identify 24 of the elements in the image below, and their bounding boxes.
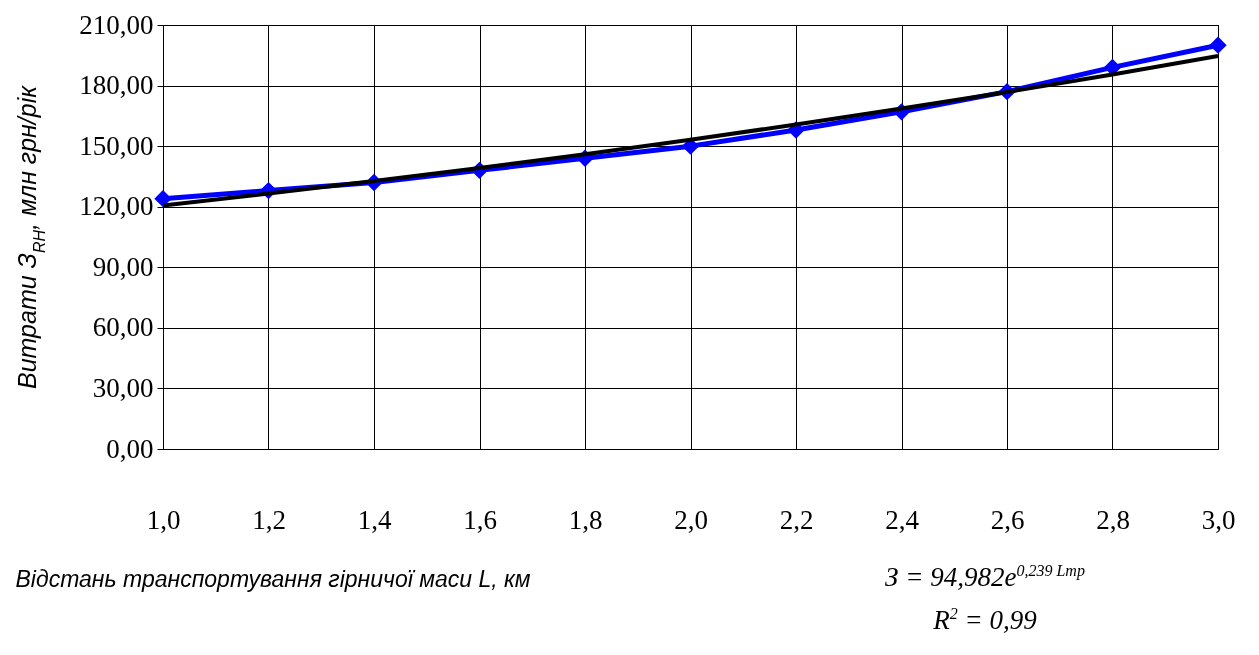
text: З = 94,982e$^{0,239 Lmp}$ xyxy=(885,562,1085,593)
x-axis-title: Відстань транспортування гірничої маси L, км xyxy=(15,565,531,592)
point xyxy=(154,189,172,208)
y-tick-label: 90,00 xyxy=(92,251,154,282)
x-tick-label: 2,6 xyxy=(990,504,1025,535)
y-tick-label: 30,00 xyxy=(92,372,154,403)
x-tick-label: 1,0 xyxy=(146,504,181,535)
text: R$^{2}$ = 0,99 xyxy=(933,605,1037,636)
x-tick-label: 2,2 xyxy=(779,504,814,535)
y-tick-label: 60,00 xyxy=(92,312,154,343)
x-tick-label: 1,6 xyxy=(463,504,497,535)
y-tick-label: 180,00 xyxy=(79,70,154,101)
y-tick-label: 210,00 xyxy=(79,9,154,40)
y-tick-label: 150,00 xyxy=(79,130,154,161)
x-tick-label: 2,0 xyxy=(674,504,708,535)
x-tick-label: 1,8 xyxy=(568,504,603,535)
y-tick-label: 0,00 xyxy=(106,433,154,464)
x-tick-label: 3,0 xyxy=(1201,504,1236,535)
x-tick-label: 1,2 xyxy=(252,504,286,535)
x-tick-label: 2,4 xyxy=(885,504,920,535)
y-tick-label: 120,00 xyxy=(79,191,154,222)
x-tick-label: 2,8 xyxy=(1096,504,1130,535)
x-tick-label: 1,4 xyxy=(357,504,392,535)
point xyxy=(1209,36,1227,54)
